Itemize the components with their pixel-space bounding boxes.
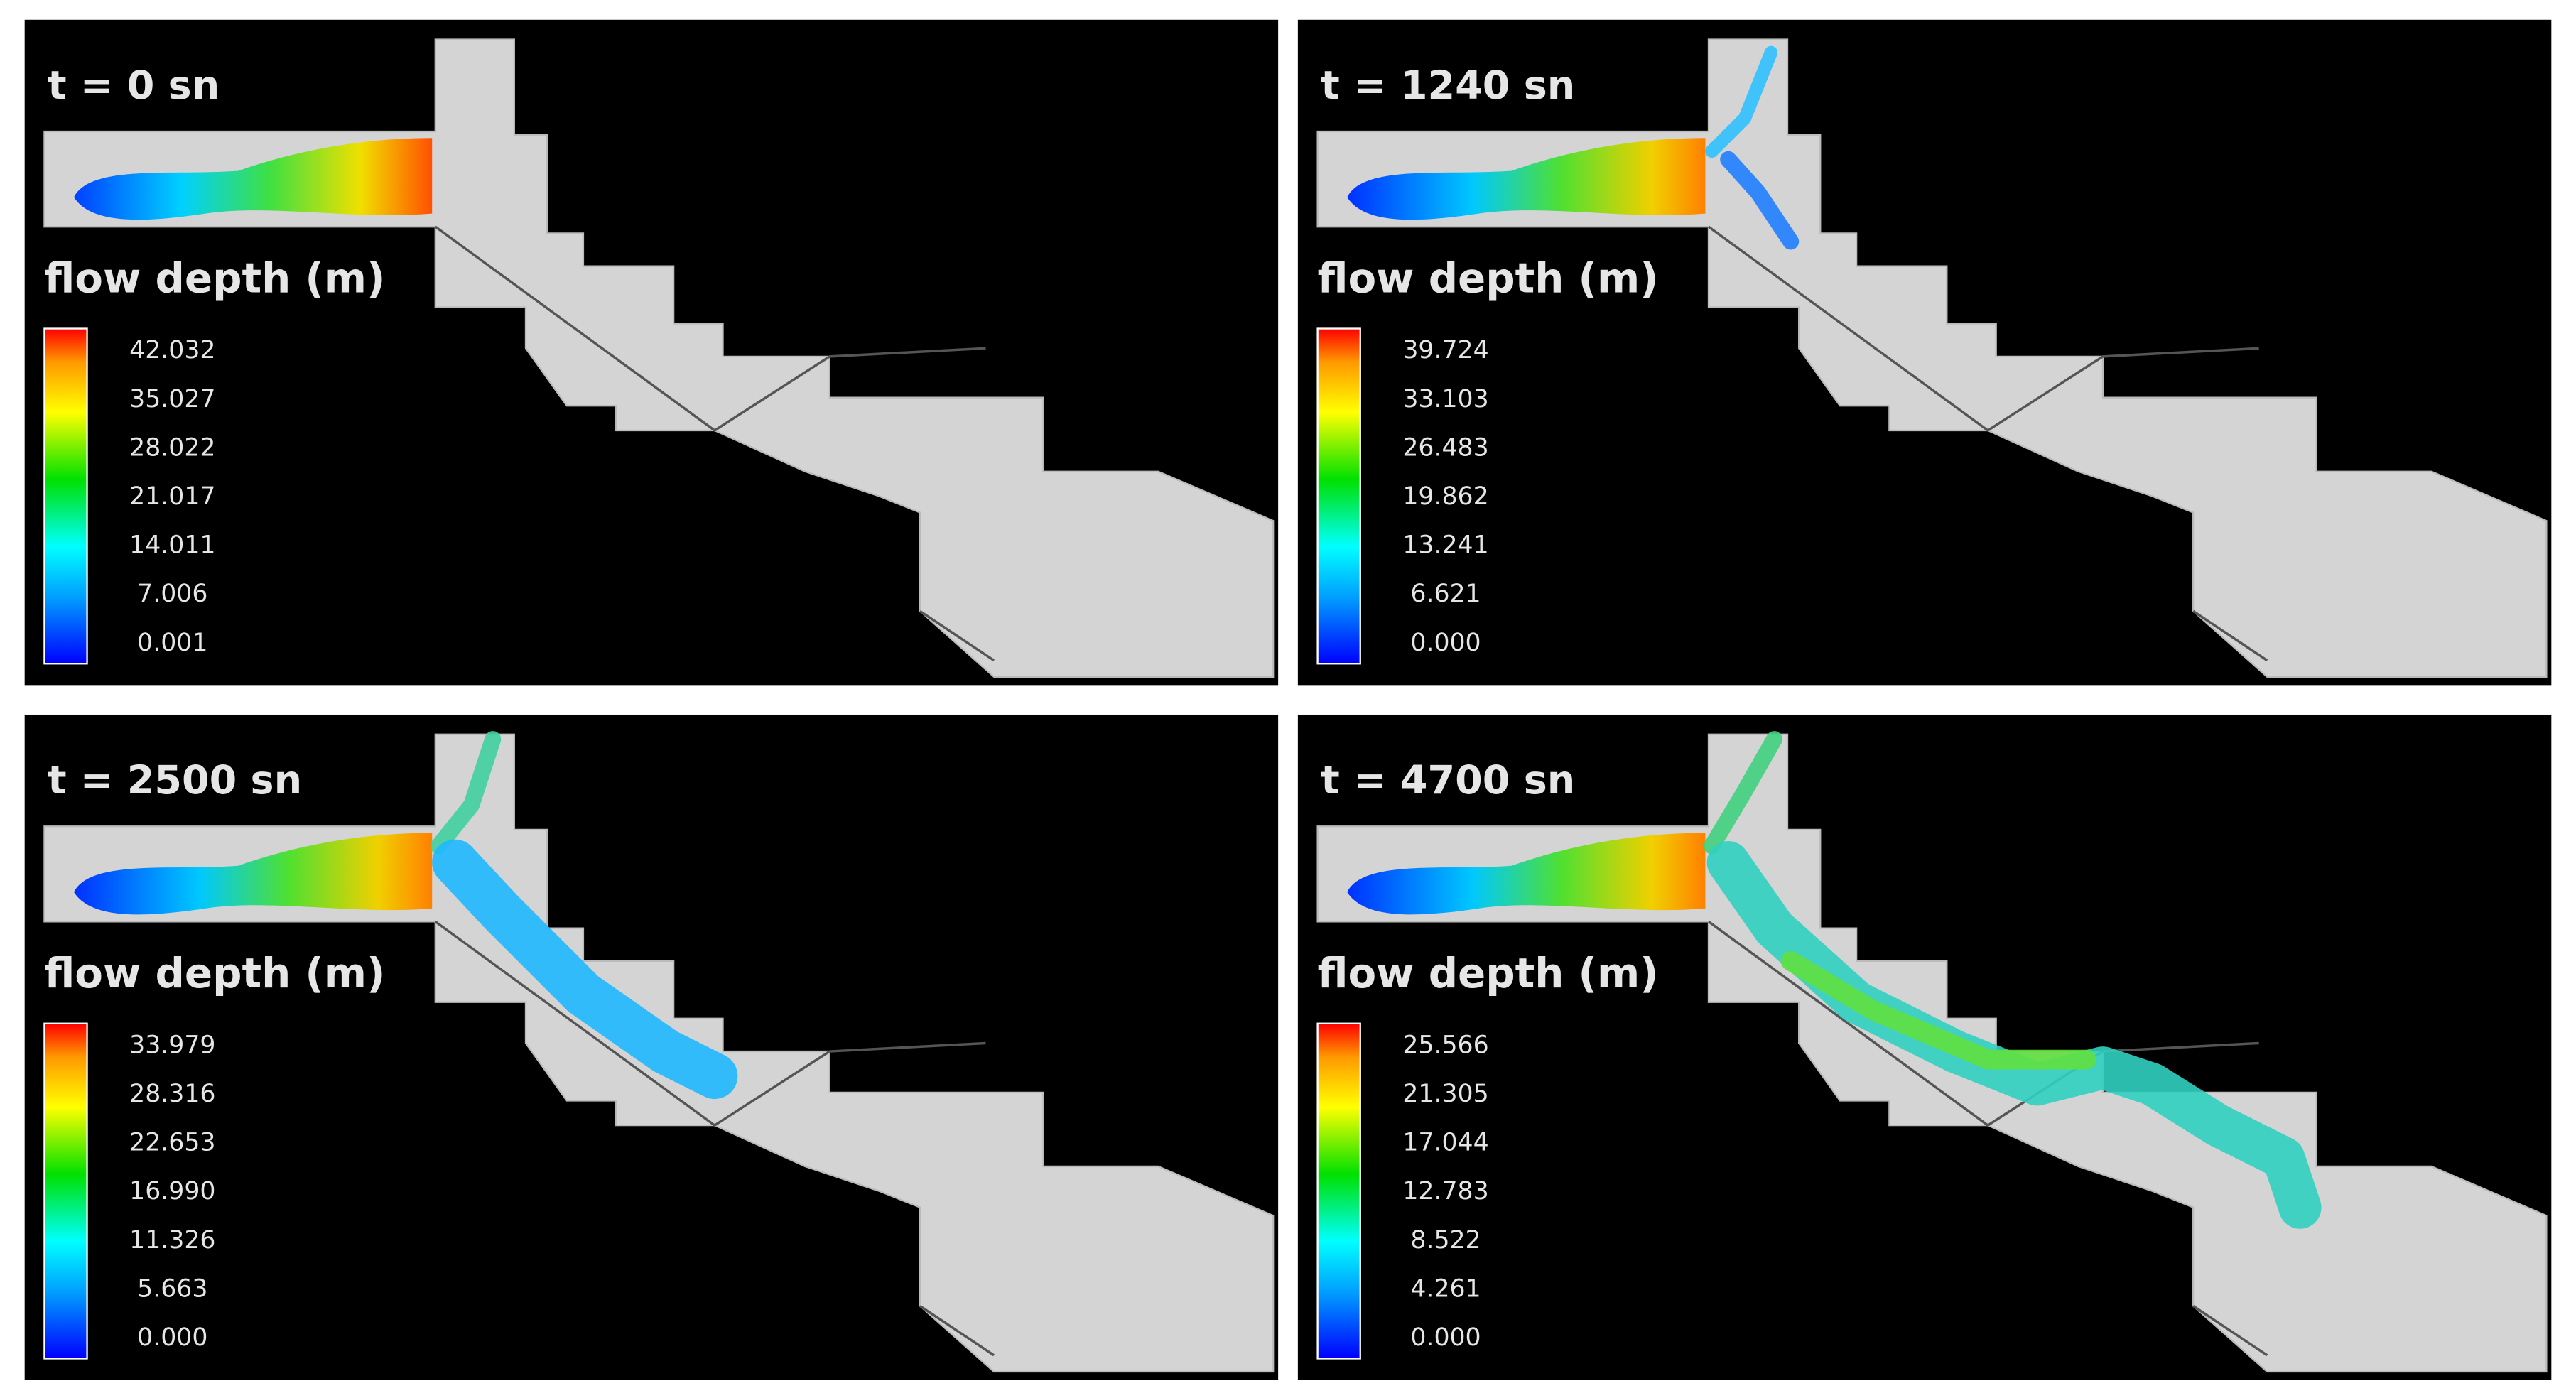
terrain-line [1707, 225, 2259, 433]
colorbar-tick-label: 11.326 [129, 1226, 215, 1255]
colorbar [1316, 327, 1361, 665]
flow-spread [432, 839, 738, 1100]
flow-spread [1705, 45, 1778, 158]
colorbar-tick-label: 21.017 [129, 482, 215, 511]
colorbar-tick-label: 39.724 [1402, 336, 1488, 364]
terrain-line [434, 920, 986, 1127]
flow-spread [1704, 731, 1783, 855]
terrain-line [919, 1305, 995, 1357]
colorbar-tick-label: 35.027 [129, 385, 215, 413]
colorbar-tick-label: 0.000 [137, 1323, 207, 1352]
colorbar-tick-label: 14.011 [129, 531, 215, 560]
time-label: t = 1240 sn [1321, 63, 1575, 109]
time-label: t = 4700 sn [1321, 757, 1575, 803]
colorbar-tick-label: 22.653 [129, 1129, 215, 1157]
colorbar-tick-label: 0.000 [1410, 1323, 1481, 1352]
legend-title: flow depth (m) [1318, 949, 1659, 997]
colorbar-tick-label: 12.783 [1402, 1177, 1488, 1205]
flow-spread [1780, 950, 2096, 1070]
colorbar-tick-label: 7.006 [137, 580, 207, 608]
time-label: t = 0 sn [48, 63, 220, 109]
colorbar-tick-label: 33.979 [129, 1031, 215, 1059]
panel: t = 0 sn flow depth (m) 42.032 35.027 28.022… [24, 19, 1279, 686]
colorbar-tick-label: 33.103 [1402, 385, 1488, 413]
colorbar-tick-label: 28.316 [129, 1080, 215, 1108]
panel: t = 2500 sn flow depth (m) 33.979 28.316 22.… [24, 714, 1279, 1380]
colorbar-tick-label: 0.000 [1410, 629, 1481, 657]
flow-spread [430, 731, 502, 855]
colorbar-tick-label: 17.044 [1402, 1129, 1488, 1157]
legend-title: flow depth (m) [44, 949, 385, 997]
colorbar-tick-label: 42.032 [129, 336, 215, 364]
colorbar [43, 1022, 88, 1360]
flow-main [74, 833, 433, 915]
colorbar-tick-label: 0.001 [137, 629, 207, 657]
colorbar-tick-label: 21.305 [1402, 1080, 1488, 1108]
colorbar-tick-label: 13.241 [1402, 531, 1488, 560]
colorbar-tick-label: 16.990 [129, 1177, 215, 1205]
colorbar-tick-label: 6.621 [1410, 580, 1481, 608]
flow-main [1347, 138, 1706, 220]
panel: t = 4700 sn flow depth (m) 25.566 21.305 17.… [1297, 714, 2552, 1380]
time-label: t = 2500 sn [48, 757, 302, 803]
flow-spread [1720, 151, 1800, 250]
colorbar-tick-label: 26.483 [1402, 433, 1488, 462]
legend-title: flow depth (m) [1318, 254, 1659, 303]
colorbar [43, 327, 88, 665]
colorbar-tick-label: 8.522 [1410, 1226, 1481, 1255]
panel: t = 1240 sn flow depth (m) 39.724 33.103 26.… [1297, 19, 2552, 686]
colorbar-tick-label: 25.566 [1402, 1031, 1488, 1059]
flow-main [1347, 833, 1706, 915]
colorbar-tick-label: 4.261 [1410, 1274, 1481, 1303]
terrain-line [2192, 1305, 2268, 1357]
colorbar-tick-label: 5.663 [137, 1274, 207, 1303]
terrain-line [919, 609, 995, 662]
flow-main [74, 138, 433, 220]
terrain-line [2192, 609, 2268, 662]
legend-title: flow depth (m) [44, 254, 385, 303]
terrain-line [434, 225, 986, 433]
colorbar-tick-label: 19.862 [1402, 482, 1488, 511]
colorbar [1316, 1022, 1361, 1360]
colorbar-tick-label: 28.022 [129, 433, 215, 462]
